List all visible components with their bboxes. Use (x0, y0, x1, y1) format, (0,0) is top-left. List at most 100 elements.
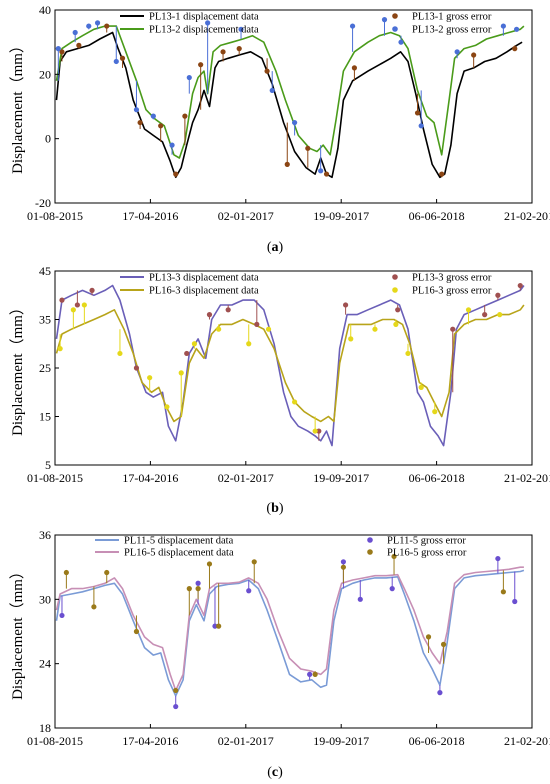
panel-c-series-pl16-5-displacement-data (55, 566, 524, 692)
panel-c-x-tick-label: 01-08-2015 (27, 734, 83, 748)
panel-a-gross-error-point (381, 17, 388, 23)
panel-c-frame (54, 534, 533, 729)
panel-b-legend-label: PL13-3 gross error (412, 273, 492, 284)
panel-a-gross-error-point (238, 26, 244, 32)
panel-b-legend-swatch (392, 274, 398, 280)
panel-c-gross-error-point (391, 553, 397, 560)
panel-a-gross-error-point (137, 119, 143, 126)
panel-b-y-tick-label: 45 (39, 264, 51, 278)
panel-b-gross-error-point (495, 292, 501, 298)
panel-a-gross-error-point (113, 58, 119, 65)
panel-c-x-tick-label: 02-01-2017 (218, 734, 274, 748)
panel-b-x-tick-label: 02-01-2017 (218, 471, 274, 485)
panel-a-x-tick-label: 17-04-2016 (122, 209, 178, 223)
panel-c-gross-error-point (312, 671, 318, 677)
panel-c-legend-label: PL16-5 gross error (387, 548, 467, 559)
panel-a-gross-error-point (351, 65, 358, 71)
panel-a-gross-error-point (119, 55, 126, 61)
panel-a-y-tick-label: -20 (35, 196, 51, 210)
panel-c-gross-error-point (59, 612, 65, 619)
panel-b-gross-error-point (216, 326, 222, 332)
panel-a-x-tick-label: 01-08-2015 (27, 209, 83, 223)
panel-b-gross-error-point (497, 312, 503, 318)
panel-b-x-tick-label: 01-08-2015 (27, 471, 83, 485)
panel-a-legend-swatch (392, 26, 398, 32)
panel-c-x-ticks: 01-08-2015 17-04-2016 02-01-2017 19-09-2017… (27, 724, 550, 748)
panel-b-series-pl13-3-displacement-data (55, 284, 525, 447)
panel-a: PL13-1 displacement data PL13-2 displacem… (9, 3, 550, 255)
panel-c-gross-error-point (133, 628, 140, 635)
panel-a-y-tick-label: 20 (39, 67, 51, 81)
panel-b-gross-error-point (316, 428, 322, 434)
panel-a-x-tick-label: 21-02-2019 (504, 209, 550, 223)
panel-b-gross-error-point (343, 302, 349, 308)
panel-a-gross-error-point (512, 46, 518, 52)
panel-c-y-tick-label: 18 (39, 721, 51, 735)
panel-b-frame (54, 270, 533, 466)
panel-c-gross-error-point (340, 564, 347, 570)
panel-c-y-axis-label: Displacement（mm） (9, 564, 26, 700)
panel-c-y-ticks: 18 24 30 36 (39, 528, 59, 735)
panel-a-series-pl13-2-displacement-data (55, 25, 525, 159)
panel-c-y-tick-label: 30 (39, 592, 51, 606)
panel-b-caption-letter: b (271, 501, 279, 516)
panel-a-gross-error-point (72, 29, 78, 36)
panel-a-gross-error-point (398, 39, 404, 45)
panel-b-legend-swatch (392, 287, 398, 293)
panel-c-gross-error-point (340, 559, 347, 565)
panel-b-gross-error-point (465, 307, 472, 313)
panel-a-gross-error-point (182, 113, 188, 119)
panel-a-y-tick-label: 0 (45, 132, 51, 146)
panel-a-gross-error-point (292, 119, 298, 126)
panel-a-x-tick-label: 02-01-2017 (218, 209, 274, 223)
panel-a-legend-label: PL13-1 gross error (412, 12, 492, 23)
panel-b-gross-error-point (246, 341, 252, 347)
panel-b-x-tick-label: 21-02-2019 (504, 471, 550, 485)
panel-a-gross-error-point (323, 171, 330, 177)
panel-a-legend-label: PL13-1 displacement data (149, 12, 259, 23)
panel-b-gross-error-point (348, 336, 354, 342)
panel-b-gross-error-point (265, 326, 272, 332)
panel-c-gross-error-point (63, 569, 69, 576)
panel-c-gross-error-point (307, 671, 313, 677)
panel-a-gross-error-point (55, 46, 61, 52)
panel-c-x-tick-label: 06-06-2018 (409, 734, 465, 748)
panel-a-gross-error-point (198, 62, 204, 68)
panel-a-gross-error-point (500, 23, 506, 29)
panel-c-plot (55, 553, 525, 710)
panel-a-gross-error-point (186, 74, 192, 81)
panel-c-gross-error-point (173, 703, 179, 710)
panel-b-gross-error-point (312, 428, 318, 434)
panel-b-legend-label: PL16-3 displacement data (149, 286, 259, 297)
panel-b-gross-error-point (89, 287, 95, 293)
panel-a-frame (54, 9, 533, 204)
panel-b-plot (55, 282, 525, 447)
panel-b-gross-error-point (432, 409, 438, 415)
panel-c-gross-error-point (212, 623, 218, 629)
panel-a-gross-error-point (205, 20, 211, 26)
panel-a-gross-error-point (173, 171, 179, 177)
panel-c-gross-error-point (173, 687, 179, 694)
panel-b-gross-error-point (184, 350, 190, 357)
panel-c-legend-label: PL11-5 displacement data (124, 536, 234, 547)
panel-a-legend-label: PL13-2 displacement data (149, 25, 259, 36)
panel-a-legend-label: PL13-2 gross error (412, 25, 492, 36)
panel-a-gross-error-point (264, 68, 270, 74)
panel-b-gross-error-point (482, 312, 488, 318)
panel-c-gross-error-point (246, 588, 252, 594)
panel-a-gross-error-point (236, 46, 242, 52)
panel-a-gross-error-point (269, 87, 275, 94)
panel-c-gross-error-point (389, 586, 395, 592)
panel-b-y-ticks: 5 15 25 35 45 (39, 264, 59, 472)
panel-b-y-tick-label: 15 (39, 410, 51, 424)
panel-b-x-tick-label: 06-06-2018 (409, 471, 465, 485)
panel-a-gross-error-point (284, 161, 290, 167)
panel-b-gross-error-point (74, 302, 80, 308)
panel-a-caption: (a) (267, 240, 284, 255)
panel-b-y-tick-label: 35 (39, 313, 51, 327)
panel-b-gross-error-point (405, 350, 411, 357)
panel-c-legend-swatch (367, 537, 373, 543)
panel-b-legend-label: PL13-3 displacement data (149, 273, 259, 284)
panel-a-gross-error-point (454, 49, 460, 55)
